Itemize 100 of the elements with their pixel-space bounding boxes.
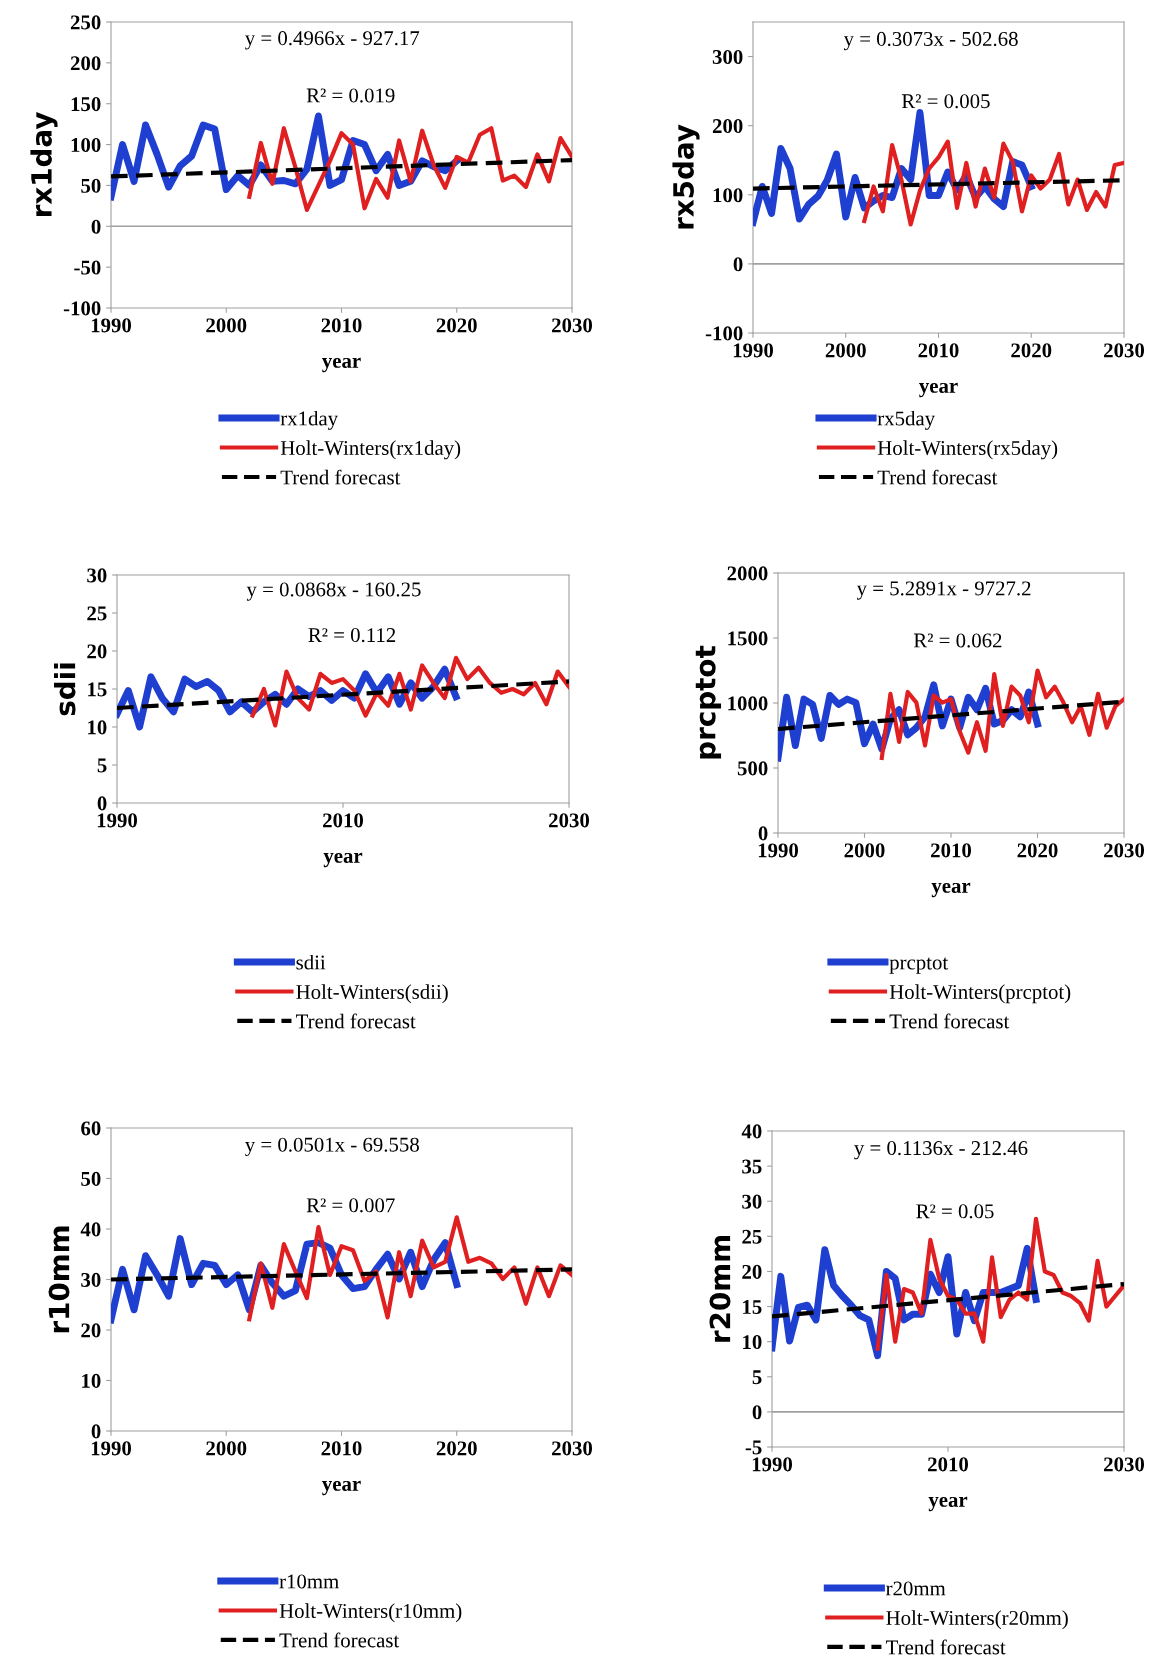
y-tick-label: 35: [742, 1159, 762, 1174]
legend-label: Holt-Winters(prcptot): [889, 984, 1071, 1004]
y-axis-title: rx1day: [30, 112, 58, 217]
x-axis-title: year: [919, 382, 958, 398]
y-tick-label: 15: [88, 682, 107, 697]
legend-label: Holt-Winters(r20mm): [886, 1610, 1068, 1630]
annotation: y = 0.0868x - 160.25: [246, 582, 421, 601]
annotation: y = 0.4966x - 927.17: [245, 31, 420, 50]
y-tick-label: 25: [87, 606, 107, 621]
x-tick-label: 2020: [1017, 843, 1058, 858]
annotation: R² = 0.007: [306, 1198, 395, 1213]
y-tick-label: 30: [87, 568, 107, 583]
annotation: y = 5.2891x - 9727.2: [856, 581, 1031, 600]
legend-label: Holt-Winters(rx1day): [280, 440, 461, 460]
x-tick-label: 2000: [206, 1441, 247, 1456]
y-tick-label: 0: [91, 219, 101, 234]
x-tick-label: 2010: [931, 843, 972, 858]
y-axis-title: sdii: [54, 663, 76, 716]
x-tick-label: 2010: [321, 318, 362, 333]
legend-label: Holt-Winters(rx5day): [877, 440, 1058, 460]
line-series: [250, 655, 569, 728]
line-series: [247, 126, 572, 213]
x-tick-label: 2010: [918, 343, 959, 358]
x-tick-label: 2010: [928, 1457, 969, 1472]
y-tick-label: 2000: [727, 566, 768, 581]
legend-label: Trend forecast: [889, 1013, 1010, 1029]
legend-label: rx5day: [877, 410, 936, 430]
y-tick-label: 20: [81, 1323, 101, 1338]
y-tick-label: 0: [97, 796, 107, 811]
y-axis-title: r10mm: [48, 1226, 70, 1333]
x-tick-label: 1990: [91, 1441, 132, 1456]
x-tick-label: 2030: [1104, 1457, 1145, 1472]
annotation: R² = 0.019: [306, 88, 395, 103]
x-tick-label: 1990: [758, 843, 799, 858]
annotation: R² = 0.05: [916, 1204, 994, 1219]
legend-label: Holt-Winters(r10mm): [279, 1603, 462, 1623]
x-tick-label: 1990: [752, 1457, 793, 1472]
legend-label: Trend forecast: [279, 1632, 400, 1648]
x-axis-title: year: [323, 852, 363, 868]
y-tick-label: -100: [63, 301, 101, 316]
y-tick-label: 20: [87, 644, 107, 659]
y-tick-label: 150: [71, 97, 101, 112]
annotation: y = 0.0501x - 69.558: [245, 1137, 419, 1156]
legend-label: Holt-Winters(sdii): [296, 984, 448, 1004]
legend-label: Trend forecast: [885, 1639, 1006, 1655]
y-tick-label: 200: [70, 56, 101, 71]
x-tick-label: 2020: [436, 318, 477, 333]
y-tick-label: 40: [80, 1222, 101, 1237]
x-tick-label: 2030: [1104, 843, 1145, 858]
y-tick-label: -100: [705, 326, 743, 341]
y-tick-label: -50: [74, 260, 101, 275]
y-tick-label: 200: [712, 119, 743, 134]
x-tick-label: 2030: [1104, 343, 1145, 358]
x-tick-label: 1990: [97, 813, 138, 828]
y-tick-label: 100: [71, 137, 101, 152]
annotation: R² = 0.005: [901, 94, 990, 109]
y-axis-title: rx5day: [672, 124, 700, 229]
x-axis-title: year: [322, 357, 361, 373]
y-tick-label: 1500: [728, 631, 768, 646]
annotation: y = 0.1136x - 212.46: [854, 1141, 1028, 1160]
x-tick-label: 2000: [206, 318, 247, 333]
y-axis-title: prcptot: [695, 645, 722, 759]
legend-label: rx1day: [280, 410, 339, 430]
annotation: R² = 0.112: [308, 628, 396, 643]
line-series: [247, 1215, 572, 1322]
annotation: y = 0.3073x - 502.68: [843, 31, 1018, 51]
y-tick-label: 30: [81, 1272, 101, 1287]
y-tick-label: 300: [712, 49, 743, 64]
y-tick-label: 100: [713, 188, 743, 203]
y-tick-label: 0: [733, 257, 743, 272]
x-tick-label: 2030: [552, 1441, 593, 1456]
x-tick-label: 2020: [436, 1441, 477, 1456]
y-tick-label: 0: [752, 1405, 762, 1420]
legend-label: Trend forecast: [877, 469, 998, 485]
x-axis-title: year: [322, 1480, 361, 1496]
y-tick-label: 10: [88, 720, 107, 735]
x-axis-title: year: [928, 1496, 968, 1512]
legend-label: prcptot: [889, 957, 949, 974]
x-tick-label: 1990: [91, 318, 132, 333]
y-tick-label: 250: [70, 15, 101, 30]
y-tick-label: 20: [742, 1264, 762, 1279]
y-tick-label: 1000: [728, 696, 768, 711]
y-tick-label: 0: [91, 1424, 101, 1439]
line-series: [879, 668, 1124, 761]
x-tick-label: 2020: [1011, 343, 1052, 358]
x-tick-label: 2030: [552, 318, 593, 333]
legend-label: Trend forecast: [280, 469, 401, 485]
legend-label: sdii: [296, 954, 326, 970]
y-tick-label: 30: [742, 1194, 762, 1209]
legend-label: r20mm: [886, 1581, 946, 1596]
y-tick-label: 25: [742, 1229, 762, 1244]
legend-label: r10mm: [279, 1574, 339, 1589]
y-tick-label: 50: [81, 178, 101, 193]
y-tick-label: -5: [745, 1440, 762, 1455]
x-tick-label: 2000: [844, 843, 885, 858]
y-tick-label: 10: [82, 1373, 101, 1388]
y-tick-label: 5: [97, 758, 107, 773]
y-tick-label: 500: [737, 761, 768, 776]
x-tick-label: 2010: [323, 813, 364, 828]
x-tick-label: 2030: [549, 813, 590, 828]
